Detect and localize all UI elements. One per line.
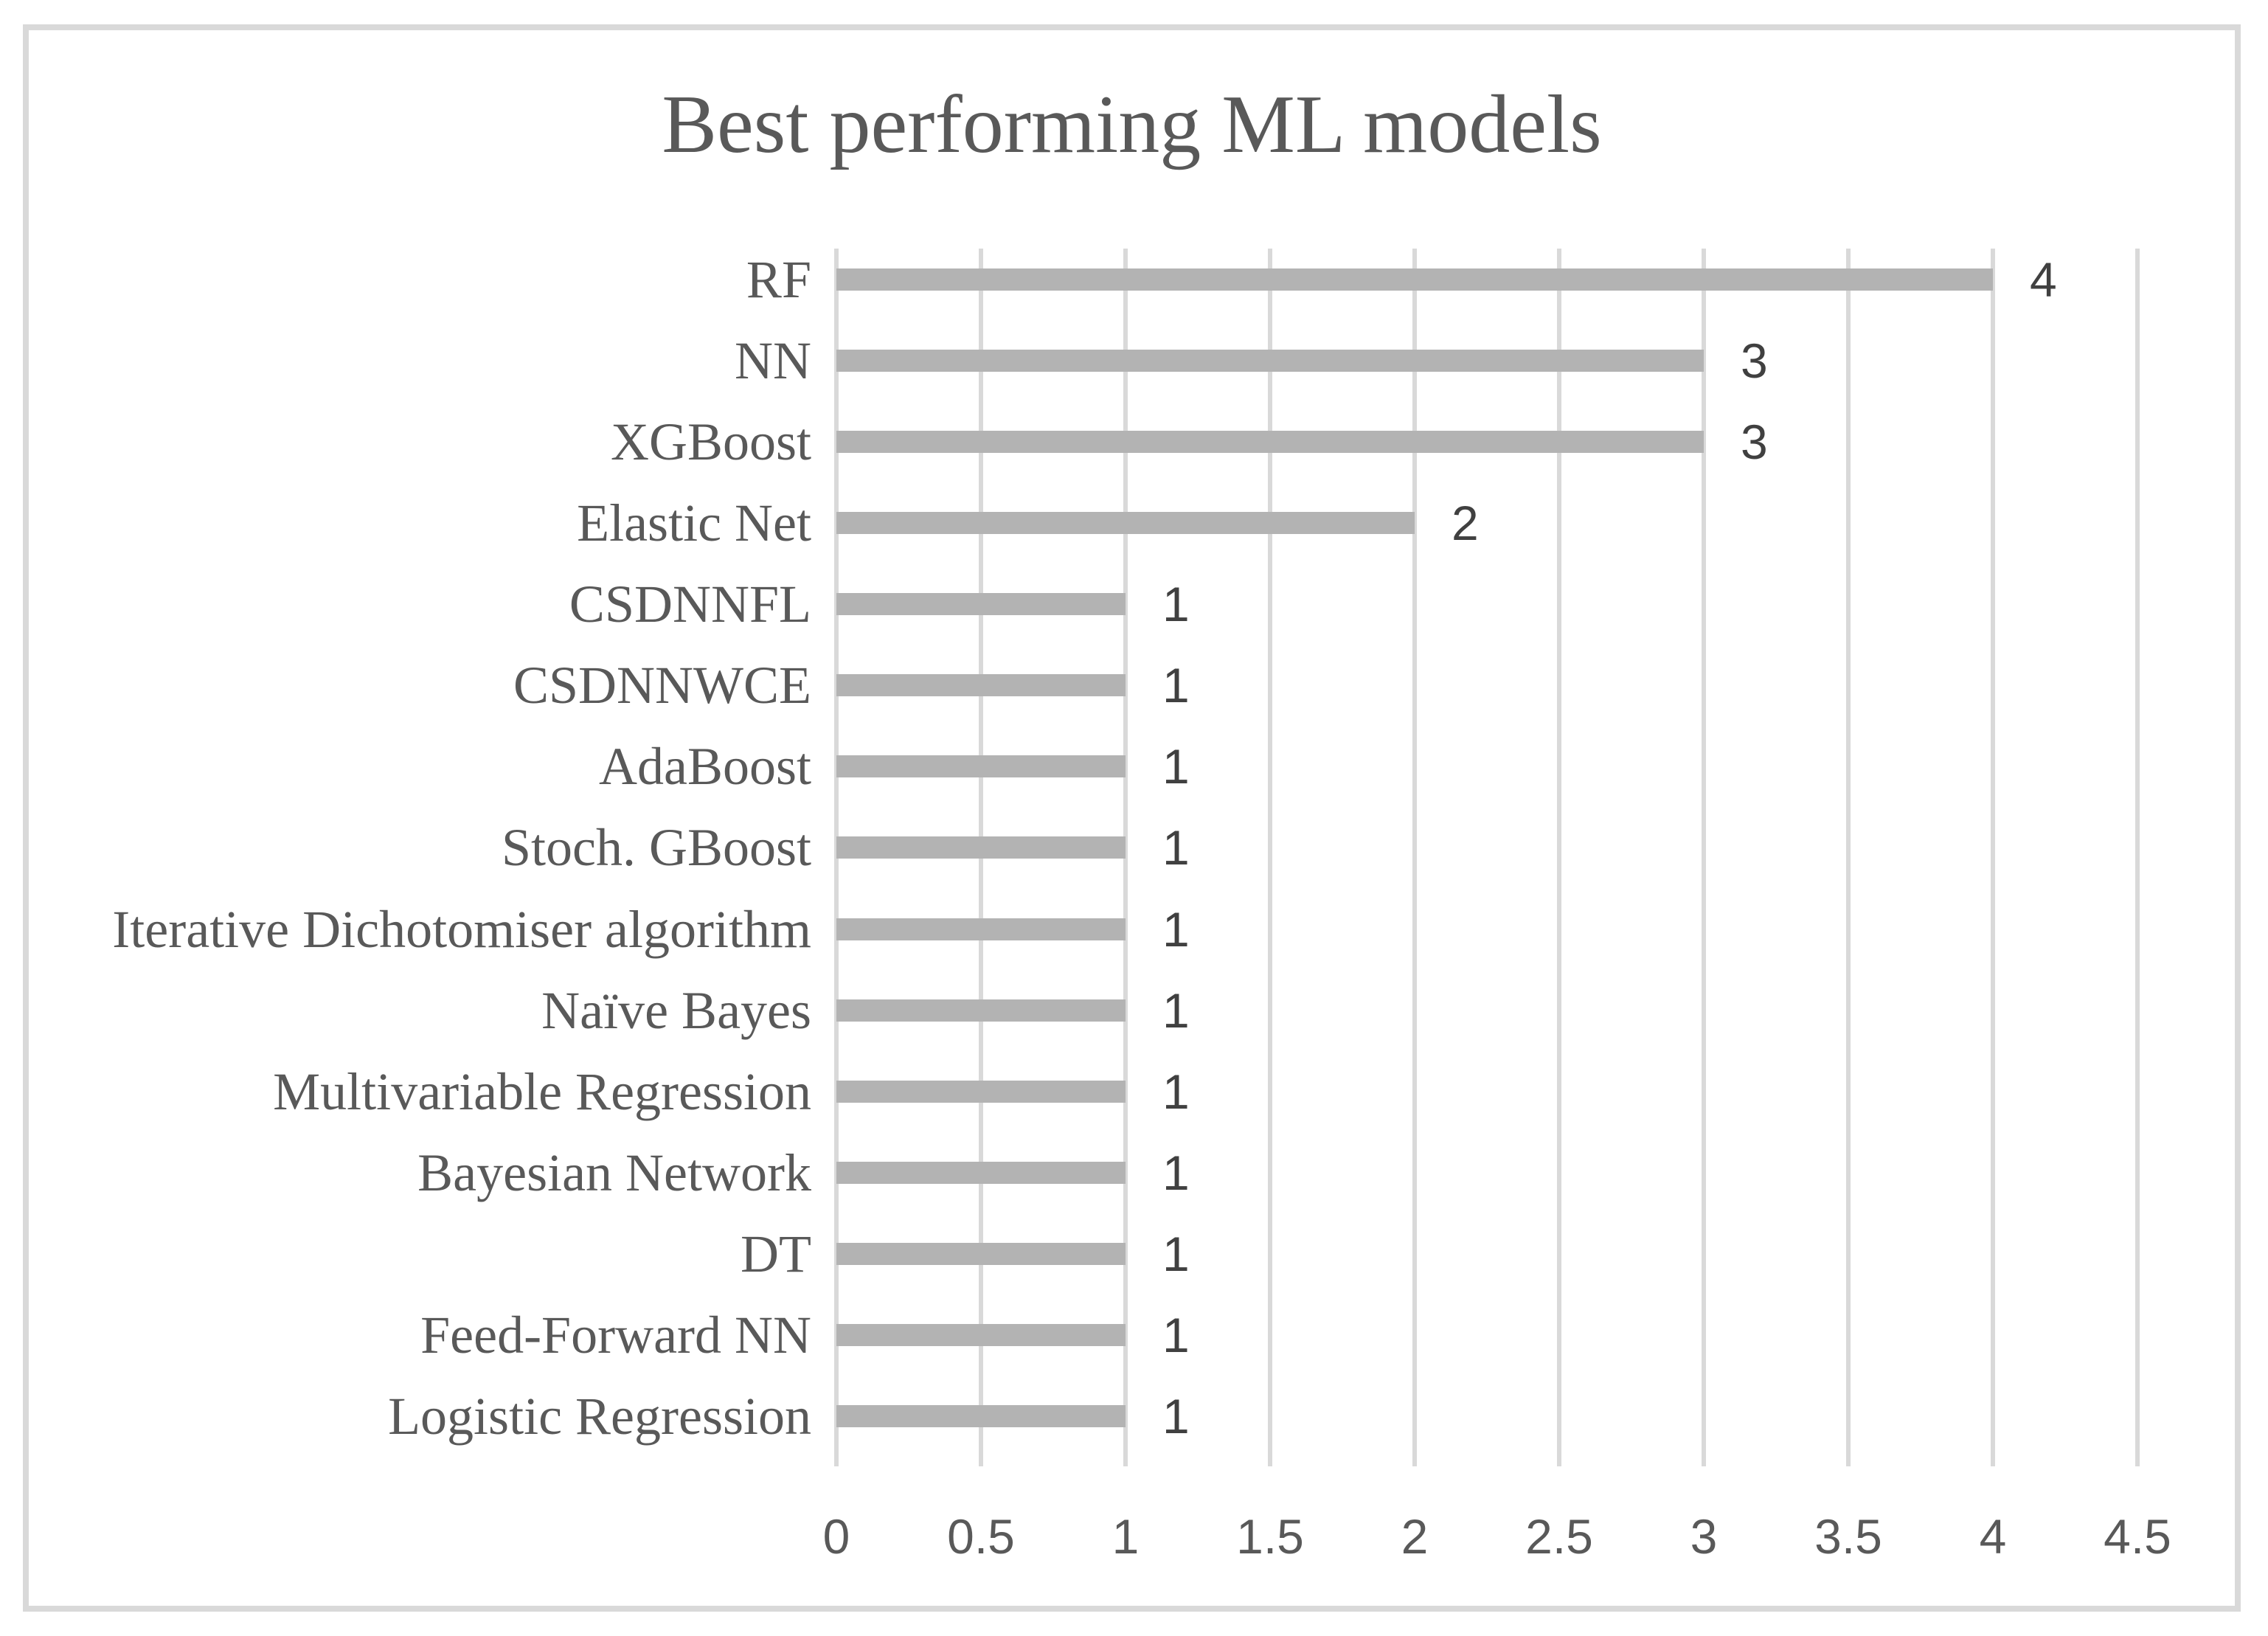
value-label: 1 <box>1162 820 1190 876</box>
chart-frame <box>23 24 2241 1612</box>
category-label: Naïve Bayes <box>541 980 811 1040</box>
x-tick-label: 4.5 <box>2104 1509 2171 1564</box>
category-label: Feed-Forward NN <box>420 1305 811 1365</box>
x-gridline <box>1702 249 1706 1466</box>
bar <box>836 836 1126 859</box>
x-tick-label: 3 <box>1690 1509 1718 1564</box>
x-tick-label: 2 <box>1401 1509 1429 1564</box>
category-label: CSDNNFL <box>569 575 811 634</box>
bar <box>836 350 1704 372</box>
category-label: XGBoost <box>610 412 811 472</box>
category-label: NN <box>735 331 811 391</box>
chart-title: Best performing ML models <box>662 79 1602 170</box>
x-gridline <box>2135 249 2140 1466</box>
x-gridline <box>1991 249 1995 1466</box>
value-label: 3 <box>1741 333 1768 389</box>
x-gridline <box>1268 249 1272 1466</box>
bar <box>836 268 1993 291</box>
value-label: 1 <box>1162 739 1190 794</box>
bar <box>836 755 1126 778</box>
value-label: 2 <box>1452 496 1479 551</box>
value-label: 1 <box>1162 1064 1190 1119</box>
bar <box>836 1404 1126 1427</box>
value-label: 1 <box>1162 1226 1190 1281</box>
x-gridline <box>1557 249 1561 1466</box>
category-label: Elastic Net <box>577 493 811 553</box>
value-label: 3 <box>1741 415 1768 470</box>
bar <box>836 674 1126 697</box>
category-label: CSDNNWCE <box>513 656 811 715</box>
bar <box>836 1323 1126 1346</box>
bar <box>836 918 1126 940</box>
category-label: Stoch. GBoost <box>501 818 811 878</box>
bar <box>836 1080 1126 1103</box>
category-label: DT <box>741 1224 811 1283</box>
category-label: Multivariable Regression <box>273 1061 811 1121</box>
value-label: 1 <box>1162 1307 1190 1362</box>
bar <box>836 999 1126 1022</box>
category-label: AdaBoost <box>599 737 811 797</box>
x-gridline <box>1412 249 1417 1466</box>
bar <box>836 512 1415 535</box>
value-label: 1 <box>1162 982 1190 1038</box>
bar <box>836 593 1126 616</box>
value-label: 4 <box>2030 252 2057 307</box>
x-tick-label: 0.5 <box>947 1509 1015 1564</box>
x-tick-label: 1.5 <box>1236 1509 1304 1564</box>
x-gridline <box>1846 249 1851 1466</box>
value-label: 1 <box>1162 901 1190 957</box>
x-tick-label: 2.5 <box>1525 1509 1593 1564</box>
value-label: 1 <box>1162 658 1190 713</box>
x-tick-label: 4 <box>1979 1509 2007 1564</box>
category-label: RF <box>746 250 811 309</box>
x-tick-label: 0 <box>822 1509 850 1564</box>
x-gridline <box>1123 249 1128 1466</box>
x-tick-label: 3.5 <box>1814 1509 1882 1564</box>
value-label: 1 <box>1162 577 1190 632</box>
bar <box>836 431 1704 454</box>
category-label: Iterative Dichotomiser algorithm <box>112 899 811 959</box>
value-label: 1 <box>1162 1145 1190 1200</box>
category-label: Logistic Regression <box>388 1386 811 1446</box>
category-label: Bayesian Network <box>417 1143 811 1202</box>
bar <box>836 1242 1126 1265</box>
bar <box>836 1161 1126 1184</box>
value-label: 1 <box>1162 1388 1190 1443</box>
x-tick-label: 1 <box>1112 1509 1140 1564</box>
